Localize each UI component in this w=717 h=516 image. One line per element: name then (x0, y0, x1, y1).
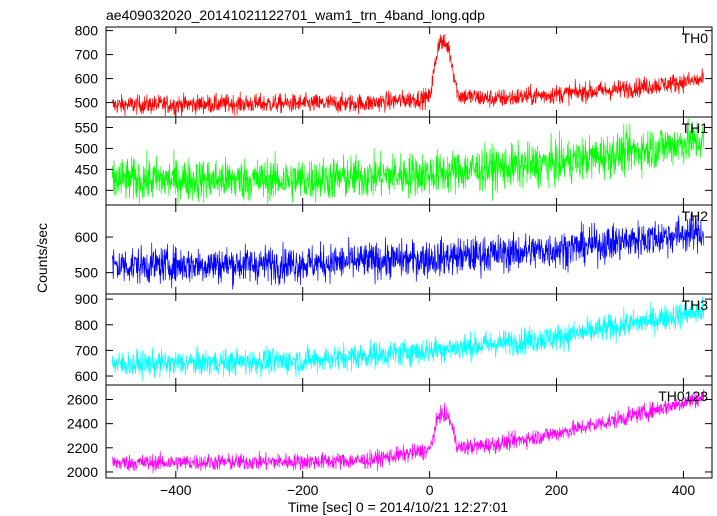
x-tick-label: −400 (160, 482, 192, 498)
y-tick-label: 2400 (67, 416, 98, 432)
y-axis-label: Counts/sec (34, 223, 50, 293)
x-tick-label: 400 (672, 482, 696, 498)
x-axis-label: Time [sec] 0 = 2014/10/21 12:27:01 (288, 499, 508, 515)
panel-th0123: 2000 2200 2400 2600 TH0123 (67, 384, 713, 480)
y-tick-label: 2600 (67, 391, 98, 407)
series-line-th0123 (111, 389, 705, 474)
panel-th3: 600 700 800 900 TH3 (75, 291, 713, 386)
x-tick-label: −200 (287, 482, 319, 498)
panel-label: TH0 (682, 30, 709, 46)
y-tick-label: 700 (75, 47, 99, 63)
x-axis: −400 −200 0 200 400 (160, 482, 695, 498)
y-tick-label: 800 (75, 23, 99, 39)
y-tick-label: 550 (75, 119, 99, 135)
x-tick-label: 0 (426, 482, 434, 498)
x-tick-label: 200 (545, 482, 569, 498)
series-line-th3 (111, 296, 705, 382)
y-tick-label: 800 (75, 317, 99, 333)
y-tick-label: 600 (75, 71, 99, 87)
y-tick-label: 2200 (67, 440, 98, 456)
panel-th2: 500 600 TH2 (75, 204, 713, 295)
y-tick-label: 500 (75, 95, 99, 111)
series-line-th0 (111, 33, 705, 117)
y-tick-label: 600 (75, 368, 99, 384)
y-tick-label: 400 (75, 182, 99, 198)
y-tick-label: 500 (75, 265, 99, 281)
y-tick-label: 500 (75, 140, 99, 156)
y-tick-label: 900 (75, 291, 99, 307)
panels-group: 500 600 700 800 TH0 400 450 500 550 TH1 500 600 TH2 6… (67, 23, 713, 480)
y-tick-label: 700 (75, 342, 99, 358)
panel-frame (105, 384, 713, 479)
panel-label: TH2 (682, 208, 709, 224)
series-line-th2 (111, 212, 705, 290)
panel-label: TH3 (682, 297, 709, 313)
panel-label: TH0123 (658, 388, 708, 404)
chart-title: ae409032020_20141021122701_wam1_trn_4ban… (106, 7, 485, 23)
panel-th0: 500 600 700 800 TH0 (75, 23, 713, 118)
panel-frame (105, 293, 713, 386)
y-tick-label: 2000 (67, 464, 98, 480)
series-line-th1 (111, 117, 705, 205)
y-tick-label: 450 (75, 161, 99, 177)
panel-th1: 400 450 500 550 TH1 (75, 116, 713, 206)
panel-label: TH1 (682, 120, 709, 136)
y-tick-label: 600 (75, 229, 99, 245)
